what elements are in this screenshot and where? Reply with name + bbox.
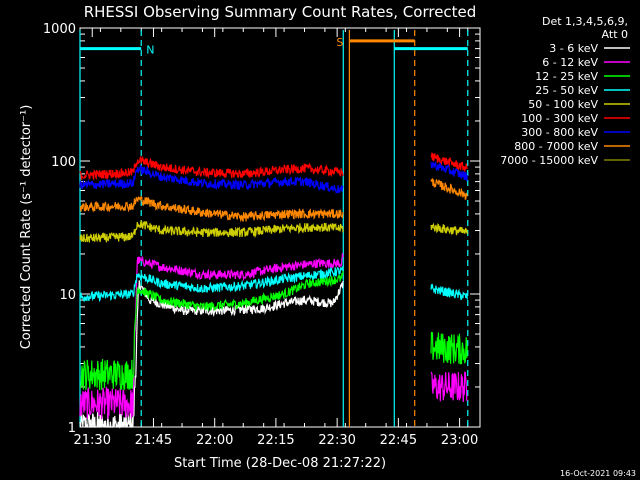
series-line <box>79 220 344 243</box>
timestamp: 16-Oct-2021 09:43 <box>560 469 636 478</box>
legend-header-line-1: Det 1,3,4,5,6,9, <box>542 15 628 28</box>
chart-title: RHESSI Observing Summary Count Rates, Co… <box>84 3 477 21</box>
x-tick-label: 22:45 <box>380 433 417 448</box>
y-tick-label: 1000 <box>43 22 76 37</box>
x-tick-label: 23:00 <box>441 433 478 448</box>
series-line <box>79 253 344 420</box>
series-line <box>430 178 468 200</box>
y-axis-label: Corrected Count Rate (s⁻¹ detector⁻¹) <box>19 105 34 350</box>
legend-label: 300 - 800 keV <box>521 126 598 139</box>
x-tick-label: 22:30 <box>318 433 355 448</box>
legend-label: 25 - 50 keV <box>535 84 598 97</box>
series-line <box>79 164 344 194</box>
legend-label: 50 - 100 keV <box>528 98 598 111</box>
y-tick-label: 10 <box>59 288 76 303</box>
flag-label: N <box>146 44 154 57</box>
x-axis-label: Start Time (28-Dec-08 21:27:22) <box>174 456 386 471</box>
x-tick-label: 22:00 <box>196 433 233 448</box>
series-line <box>79 266 344 303</box>
series-line <box>430 160 468 182</box>
series-line <box>430 222 468 236</box>
y-tick-label: 1 <box>68 421 76 436</box>
series-line <box>430 283 468 300</box>
series-line <box>430 371 468 403</box>
series-line <box>79 280 344 429</box>
x-tick-label: 21:30 <box>74 433 111 448</box>
series-line <box>79 271 344 391</box>
y-tick-label: 100 <box>51 155 76 170</box>
legend-label: 3 - 6 keV <box>549 42 598 55</box>
legend-label: 12 - 25 keV <box>535 70 598 83</box>
x-tick-label: 22:15 <box>257 433 294 448</box>
legend-label: 6 - 12 keV <box>542 56 598 69</box>
series-line <box>79 155 344 181</box>
flag-label: S <box>336 36 343 49</box>
series-line <box>79 195 344 223</box>
legend-label: 7000 - 15000 keV <box>500 154 598 167</box>
series-line <box>430 331 468 365</box>
legend-label: 100 - 300 keV <box>521 112 598 125</box>
plot-area: 1 10 100 1000 21:30 21:45 22:00 22:15 22:30 22:45… <box>43 22 481 448</box>
legend-label: 800 - 7000 keV <box>514 140 598 153</box>
legend-header-line-2: Att 0 <box>602 28 628 41</box>
x-tick-label: 21:45 <box>135 433 172 448</box>
